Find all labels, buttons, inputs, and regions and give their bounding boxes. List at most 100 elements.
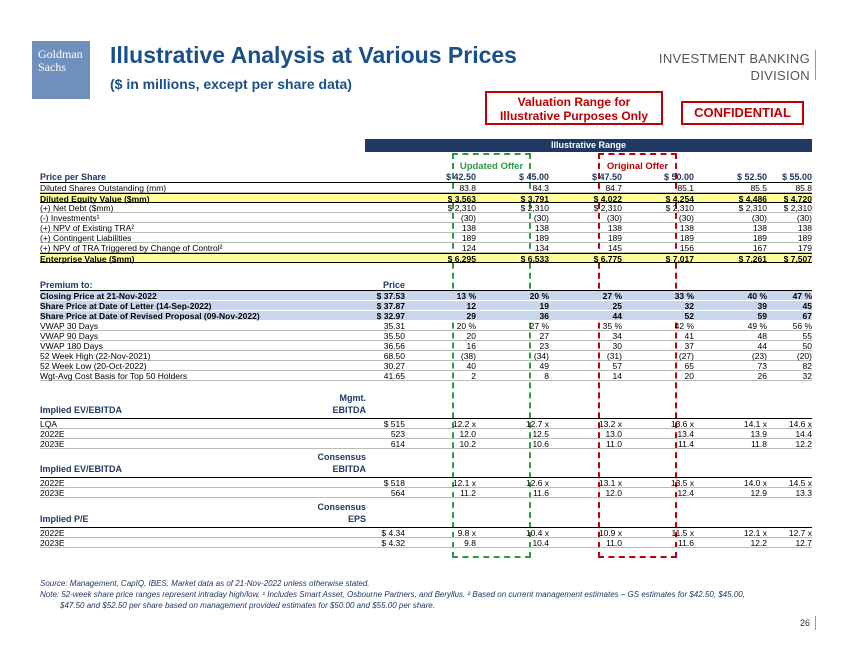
table-cell: 20 — [684, 371, 694, 381]
table-cell: 134 — [534, 243, 549, 253]
table-cell: 52 — [684, 311, 694, 321]
table-cell: 13.4 — [677, 429, 694, 439]
header-cell: $ 42.50 — [445, 172, 476, 182]
table-row: Diluted Equity Value ($mm) $ 3,563 $ 3,791… — [40, 193, 812, 204]
table-row: 2022E $ 518 12.1 x 12.6 x 13.1 x 13.5 x 14.0 x… — [40, 478, 812, 488]
table-cell: 189 — [461, 233, 476, 243]
table-cell: $ 37.53 — [376, 291, 405, 301]
header-cell: $ 52.50 — [736, 172, 767, 182]
pe-table: 2022E $ 4.34 9.8 x 10.4 x 10.9 x 11.5 x 12.1 x… — [40, 527, 812, 548]
table-row: 2022E $ 4.34 9.8 x 10.4 x 10.9 x 11.5 x 12.1 x… — [40, 528, 812, 538]
ev-ebitda-mgmt-table: LQA $ 515 12.2 x 12.7 x 13.2 x 13.6 x 14.1 x 14… — [40, 418, 812, 449]
row-label: Diluted Equity Value ($mm) — [40, 194, 150, 204]
table-cell: 27 % — [529, 321, 549, 331]
table-row: VWAP 90 Days 35.50 20 27 34 41 48 55 — [40, 331, 812, 341]
table-cell: 27 — [539, 331, 549, 341]
table-cell: 12.7 — [795, 538, 812, 548]
table-cell: $ 2,310 — [520, 203, 549, 213]
table-cell: 12.2 x — [452, 419, 476, 429]
table-row: (+) Net Debt ($mm) $ 2,310 $ 2,310 $ 2,310 $… — [40, 203, 812, 213]
table-row: (+) NPV of Existing TRA² 138 138 138 138 138 1… — [40, 223, 812, 233]
table-cell: $ 4.34 — [381, 528, 405, 538]
mgmt-hdr2: EBITDA — [332, 405, 367, 415]
valuation-range-box: Valuation Range for Illustrative Purpose… — [485, 91, 663, 125]
table-cell: 145 — [607, 243, 622, 253]
table-cell: 84.3 — [532, 183, 549, 193]
confidential-badge: CONFIDENTIAL — [681, 101, 804, 125]
table-row: LQA $ 515 12.2 x 12.7 x 13.2 x 13.6 x 14.1 x 14… — [40, 419, 812, 429]
table-cell: 14.0 x — [743, 478, 767, 488]
table-cell: 138 — [534, 223, 549, 233]
table-cell: 2 — [471, 371, 476, 381]
table-row: 2023E 564 11.2 11.6 12.0 12.4 12.9 13.3 — [40, 488, 812, 498]
row-label: 2022E — [40, 528, 65, 538]
page-title: Illustrative Analysis at Various Prices — [110, 42, 517, 68]
table-row: Diluted Shares Outstanding (mm) 83.8 84.3 8… — [40, 183, 812, 193]
mgmt-hdr1: Mgmt. — [339, 393, 367, 403]
table-cell: 12.1 x — [452, 478, 476, 488]
table-cell: 13.2 x — [598, 419, 622, 429]
table-cell: 12.5 — [532, 429, 549, 439]
premium-header-label: Premium to: — [40, 280, 93, 290]
table-cell: 50 — [802, 341, 812, 351]
table-cell: 41 — [684, 331, 694, 341]
table-cell: 12.0 — [605, 488, 622, 498]
table-cell: 614 — [390, 439, 405, 449]
row-label: Diluted Shares Outstanding (mm) — [40, 183, 167, 193]
page-divider — [815, 616, 816, 630]
row-label: VWAP 180 Days — [40, 341, 103, 351]
table-cell: 32 — [802, 371, 812, 381]
eps-hdr1: Consensus — [317, 502, 366, 512]
table-cell: 14.1 x — [743, 419, 767, 429]
table-cell: 12.0 — [459, 429, 476, 439]
table-cell: (23) — [751, 351, 767, 361]
row-label: VWAP 30 Days — [40, 321, 99, 331]
row-label: (+) NPV of TRA Triggered by Change of Co… — [40, 243, 223, 253]
table-cell: $ 4,254 — [665, 194, 694, 204]
table-cell: 14 — [612, 371, 622, 381]
table-cell: 20 — [466, 331, 476, 341]
table-cell: 14.5 x — [788, 478, 812, 488]
row-label: (-) Investments¹ — [40, 213, 100, 223]
illustrative-range-header: Illustrative Range — [365, 139, 812, 152]
table-cell: 189 — [797, 233, 812, 243]
table-row: VWAP 30 Days 35.31 20 % 27 % 35 % 42 % 49 % 56 … — [40, 321, 812, 331]
cons-hdr2: EBITDA — [332, 464, 367, 474]
table-cell: 35.31 — [383, 321, 405, 331]
table-cell: 25 — [612, 301, 622, 311]
table-cell: 33 % — [674, 291, 694, 301]
table-cell: 11.6 — [678, 538, 694, 548]
table-cell: 14.4 — [795, 429, 812, 439]
table-cell: 65 — [684, 361, 694, 371]
table-cell: 40 — [466, 361, 476, 371]
table-cell: 12.2 — [795, 439, 812, 449]
table-cell: $ 2,310 — [783, 203, 812, 213]
table-cell: 55 — [802, 331, 812, 341]
table-cell: 30 — [612, 341, 622, 351]
table-cell: 85.1 — [677, 183, 694, 193]
table-cell: 12.1 x — [743, 528, 767, 538]
table-cell: 47 % — [792, 291, 812, 301]
logo-line-2: Sachs — [38, 60, 66, 74]
table-cell: 138 — [461, 223, 476, 233]
table-cell: $ 7,261 — [738, 254, 767, 264]
table-cell: (20) — [796, 351, 812, 361]
table-cell: 82 — [802, 361, 812, 371]
table-row: Wgt-Avg Cost Basis for Top 50 Holders 41.… — [40, 371, 812, 381]
row-label: 2022E — [40, 429, 65, 439]
table-cell: 34 — [612, 331, 622, 341]
implied-pe-title: Implied P/E — [40, 514, 89, 524]
table-cell: $ 518 — [383, 478, 405, 488]
row-label: Share Price at Date of Revised Proposal … — [40, 311, 260, 321]
table-cell: 29 — [466, 311, 476, 321]
table-cell: 11.2 — [460, 488, 476, 498]
table-cell: (38) — [460, 351, 476, 361]
table-cell: $ 3,563 — [447, 194, 476, 204]
table-row: 52 Week High (22-Nov-2021) 68.50 (38) (34) (… — [40, 351, 812, 361]
table-cell: 138 — [679, 223, 694, 233]
table-cell: 27 % — [602, 291, 622, 301]
table-cell: 12.4 — [677, 488, 694, 498]
goldman-sachs-logo: Goldman Sachs — [32, 41, 90, 99]
original-offer-label: Original Offer — [606, 161, 669, 172]
row-label: 2022E — [40, 478, 65, 488]
